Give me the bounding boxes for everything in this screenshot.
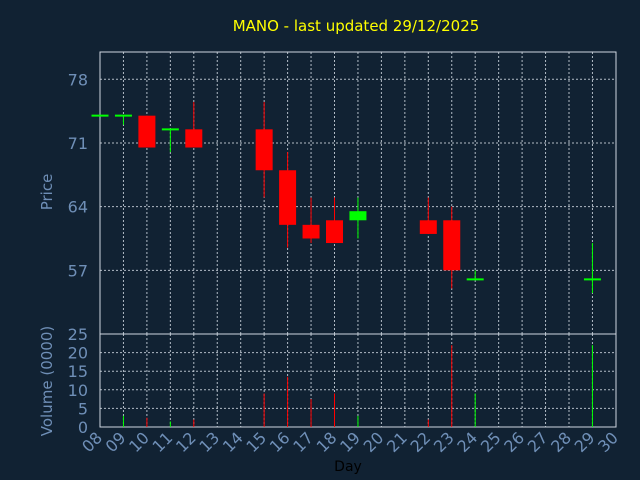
candle: [349, 197, 367, 239]
x-axis-ticks: 0809101112131415161718192021222324252627…: [78, 428, 622, 456]
candle-body: [443, 220, 461, 271]
volume-tick-label: 15: [68, 362, 88, 381]
candle: [302, 197, 320, 244]
candle-body: [326, 220, 343, 244]
chart-title: MANO - last updated 29/12/2025: [233, 17, 480, 35]
price-panel: 57 64 71 78 Price: [38, 51, 617, 335]
candle: [466, 270, 484, 281]
candles: [91, 102, 601, 294]
candle-body: [279, 170, 297, 225]
candle-body: [349, 211, 367, 221]
x-tick-label: 30: [594, 428, 622, 456]
candle: [114, 114, 132, 125]
candle: [443, 206, 461, 289]
volume-tick-label: 25: [68, 325, 88, 344]
price-axis-label: Price: [38, 174, 56, 211]
candle: [185, 102, 203, 148]
price-tick-label: 78: [68, 70, 88, 89]
candle: [279, 152, 297, 248]
candle-body: [419, 220, 437, 234]
price-y-ticks: 57 64 71 78: [68, 70, 88, 280]
candle-body: [185, 129, 203, 148]
candle-body: [255, 129, 273, 171]
price-tick-label: 71: [68, 134, 88, 153]
volume-grid: [100, 334, 616, 427]
volume-tick-label: 0: [78, 418, 88, 437]
candle: [161, 128, 179, 153]
volume-tick-label: 10: [68, 381, 88, 400]
volume-axis-label: Volume (0000): [38, 326, 56, 436]
volume-bars: [122, 345, 593, 427]
candle: [583, 243, 601, 294]
candle: [138, 115, 156, 148]
candle: [255, 102, 273, 198]
candle: [419, 197, 437, 234]
volume-tick-label: 20: [68, 344, 88, 363]
price-tick-label: 64: [68, 198, 88, 217]
price-grid: [100, 52, 616, 334]
price-tick-label: 57: [68, 261, 88, 280]
candle: [326, 197, 343, 244]
candle-body: [302, 224, 320, 239]
volume-tick-label: 5: [78, 399, 88, 418]
x-axis-label: Day: [334, 459, 362, 475]
candle-body: [138, 115, 156, 148]
